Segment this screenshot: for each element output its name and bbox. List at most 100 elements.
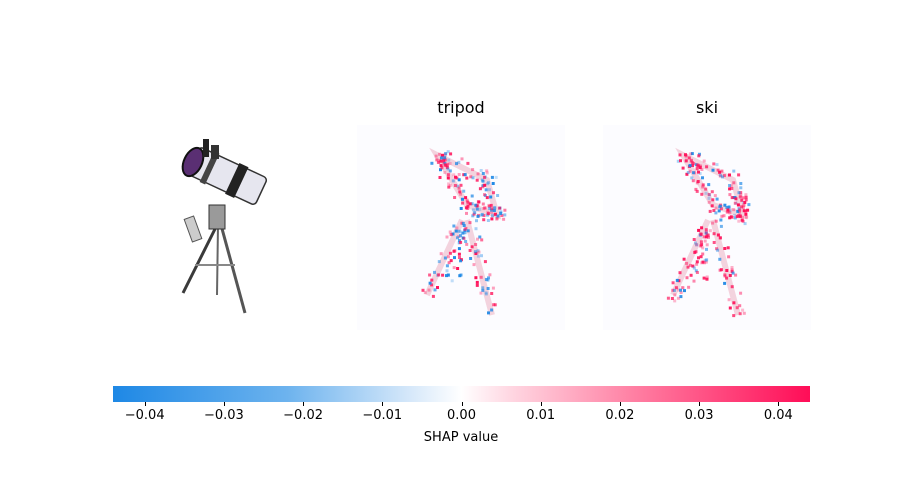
shap-pixel: [730, 187, 734, 190]
shap-pixel: [719, 218, 723, 222]
shap-pixel: [461, 231, 465, 235]
shap-pixel: [448, 251, 452, 255]
shap-pixel: [453, 184, 457, 187]
shap-pixel: [438, 176, 442, 179]
shap-pixel: [475, 178, 479, 182]
shap-pixel: [466, 229, 470, 233]
shap-pixel: [730, 216, 734, 219]
shap-pixel: [733, 216, 737, 220]
shap-pixel: [692, 162, 696, 165]
shap-pixel: [486, 287, 490, 290]
shap-pixel: [704, 191, 708, 195]
shap-pixel: [723, 203, 727, 207]
shap-pixel: [695, 164, 699, 168]
shap-pixel: [692, 279, 696, 283]
shap-pixel: [741, 196, 745, 200]
shap-pixel: [443, 171, 447, 174]
shap-pixel: [725, 210, 729, 214]
shap-pixel: [473, 250, 477, 254]
shap-pixel: [447, 261, 451, 265]
shap-pixel: [738, 195, 742, 199]
shap-pixel: [727, 205, 731, 209]
shap-pixel: [732, 181, 736, 185]
shap-pixel: [483, 260, 487, 264]
shap-pixel: [445, 274, 448, 278]
shap-pixel: [723, 273, 727, 277]
shap-pixel: [712, 241, 716, 244]
shap-pixel: [452, 266, 456, 270]
shap-pixel: [456, 236, 459, 240]
shap-pixel: [726, 208, 730, 212]
shap-pixel: [705, 165, 709, 169]
shap-pixel: [720, 169, 724, 173]
shap-pixel: [694, 269, 698, 273]
shap-pixel: [474, 252, 478, 255]
shap-pixel: [710, 190, 714, 194]
shap-pixel: [445, 269, 449, 273]
shap-pixel: [732, 208, 736, 212]
shap-pixel: [465, 198, 469, 202]
shap-pixel: [500, 214, 504, 217]
shap-pixel: [430, 278, 434, 282]
shap-pixel: [439, 252, 443, 256]
shap-pixel: [481, 179, 485, 183]
shap-pixel: [474, 276, 478, 280]
shap-pixel: [737, 214, 741, 218]
shap-pixel: [485, 196, 489, 200]
shap-pixel: [503, 208, 507, 212]
shap-pixel: [494, 212, 497, 216]
shap-pixel: [723, 274, 727, 278]
shap-pixel: [473, 211, 477, 215]
shap-pixel: [711, 198, 715, 202]
shap-pixel: [692, 266, 696, 270]
shap-pixel: [679, 159, 682, 163]
shap-pixel: [459, 240, 463, 244]
shap-pixel: [711, 221, 715, 225]
shap-pixel: [712, 232, 716, 236]
shap-pixel: [483, 193, 486, 197]
shap-pixel: [689, 158, 693, 162]
shap-pixel: [700, 168, 704, 171]
shap-pixel: [475, 283, 479, 287]
shap-pixel: [484, 278, 488, 281]
shap-pixel: [498, 206, 502, 210]
shap-pixel: [747, 203, 751, 207]
colorbar-tick: [461, 402, 463, 406]
shap-pixel: [732, 169, 736, 173]
shap-pixel: [683, 289, 686, 293]
shap-pixel: [487, 204, 491, 208]
colorbar-tick-label: 0.01: [526, 408, 556, 423]
shap-pixel: [463, 228, 467, 231]
shap-pixel: [719, 268, 723, 272]
shap-pixel: [730, 268, 734, 272]
shap-pixel: [437, 273, 441, 277]
shap-pixel: [466, 161, 470, 165]
shap-pixel: [699, 232, 703, 236]
shap-pixel: [460, 157, 464, 161]
shap-pixel: [444, 152, 448, 156]
shap-pixel: [705, 258, 709, 262]
shap-pixel: [716, 233, 720, 237]
shap-pixel: [446, 173, 450, 177]
shap-pixel: [453, 196, 457, 199]
shap-pixel: [483, 206, 487, 210]
shap-pixel: [728, 187, 732, 191]
shap-pixel: [701, 185, 705, 189]
shap-pixel: [464, 240, 468, 243]
shap-pixel: [479, 291, 483, 295]
shap-pixel: [702, 235, 706, 239]
shap-pixel: [493, 303, 497, 307]
shap-pixel: [728, 184, 731, 187]
shap-pixel: [741, 308, 745, 312]
shap-pixel: [718, 236, 722, 240]
shap-pixel: [737, 219, 741, 223]
shap-pixel: [715, 197, 719, 201]
shap-pixel: [464, 196, 468, 200]
shap-pixel: [711, 168, 715, 172]
shap-pixel: [685, 172, 689, 176]
shap-pixel: [490, 207, 494, 211]
shap-pixel: [735, 306, 739, 310]
shap-pixel: [689, 273, 693, 277]
shap-pixel: [489, 203, 493, 207]
shap-pixel: [445, 166, 449, 169]
